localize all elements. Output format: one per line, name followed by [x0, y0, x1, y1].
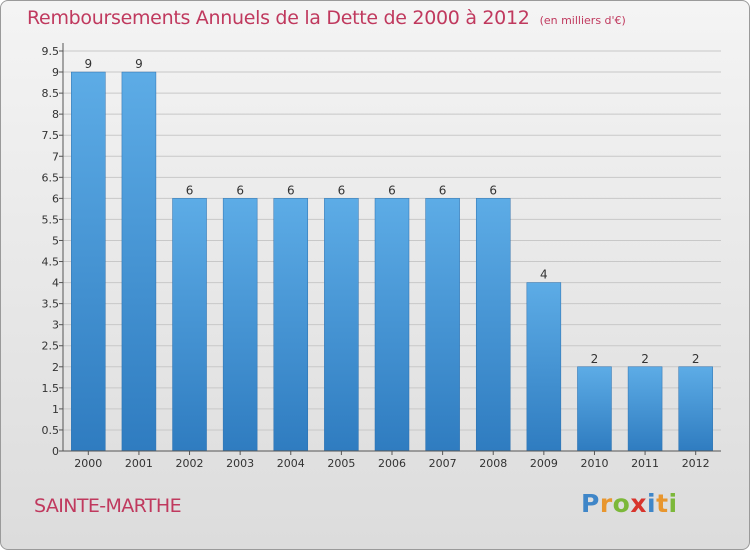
bar: [273, 198, 309, 452]
y-tick-label: 8.5: [42, 87, 60, 100]
y-tick-label: 9.5: [42, 45, 60, 58]
bar: [475, 198, 511, 452]
y-tick-label: 2: [52, 361, 59, 374]
y-tick-label: 9: [52, 66, 59, 79]
x-tick-label: 2000: [74, 457, 102, 470]
bar: [627, 366, 663, 452]
x-tick-label: 2007: [429, 457, 457, 470]
logo-letter: x: [630, 489, 647, 518]
x-tick-label: 2008: [479, 457, 507, 470]
logo-letter: r: [599, 489, 613, 518]
logo-letter: i: [668, 489, 678, 518]
bar-value-label: 9: [84, 57, 92, 71]
logo-letter: t: [656, 489, 669, 518]
x-tick-label: 2005: [327, 457, 355, 470]
bar-value-label: 6: [287, 183, 295, 197]
y-tick-label: 8: [52, 108, 59, 121]
bar: [374, 198, 410, 452]
y-tick-label: 5.5: [42, 213, 60, 226]
y-tick-label: 2.5: [42, 340, 60, 353]
x-tick-label: 2001: [125, 457, 153, 470]
bar-value-label: 6: [388, 183, 396, 197]
proxiti-logo[interactable]: Proxiti: [581, 489, 678, 518]
x-tick-label: 2009: [530, 457, 558, 470]
x-tick-label: 2010: [580, 457, 608, 470]
bar-value-label: 6: [186, 183, 194, 197]
unit-label: (en milliers d'€): [539, 14, 626, 27]
bar: [526, 282, 562, 452]
chart-title: Remboursements Annuels de la Dette de 20…: [27, 7, 626, 29]
logo-letter: o: [612, 489, 631, 518]
y-tick-label: 7.5: [42, 129, 60, 142]
bar-value-label: 2: [641, 352, 649, 366]
bar: [71, 71, 106, 452]
bar: [172, 198, 207, 452]
bar-value-label: 4: [540, 268, 548, 282]
y-tick-label: 3: [52, 319, 59, 332]
bar: [222, 198, 258, 452]
logo-letter: i: [647, 489, 657, 518]
bar-value-label: 9: [135, 57, 143, 71]
y-tick-label: 0: [52, 445, 59, 458]
y-tick-label: 1.5: [42, 382, 60, 395]
y-tick-label: 7: [52, 150, 59, 163]
bar-value-label: 6: [439, 183, 447, 197]
bar-value-label: 2: [692, 352, 700, 366]
city-name: SAINTE-MARTHE: [34, 495, 182, 517]
y-tick-label: 1: [52, 403, 59, 416]
bar-value-label: 6: [338, 183, 346, 197]
x-tick-label: 2002: [176, 457, 204, 470]
x-tick-label: 2012: [682, 457, 710, 470]
x-tick-label: 2011: [631, 457, 659, 470]
y-tick-label: 6.5: [42, 171, 60, 184]
y-tick-label: 3.5: [42, 298, 60, 311]
x-tick-label: 2006: [378, 457, 406, 470]
bar: [425, 198, 460, 452]
logo-letter: P: [581, 489, 600, 518]
y-tick-label: 6: [52, 192, 59, 205]
bar-value-label: 6: [489, 183, 497, 197]
bar: [324, 198, 359, 452]
bar: [121, 71, 157, 452]
bar: [678, 366, 713, 452]
x-tick-label: 2004: [277, 457, 305, 470]
y-tick-label: 5: [52, 234, 59, 247]
y-tick-label: 0.5: [42, 424, 60, 437]
bar-value-label: 2: [591, 352, 599, 366]
bar: [577, 366, 612, 452]
title-text: Remboursements Annuels de la Dette de 20…: [27, 7, 530, 29]
y-tick-label: 4.5: [42, 256, 60, 269]
y-tick-label: 4: [52, 277, 59, 290]
x-tick-label: 2003: [226, 457, 254, 470]
bar-value-label: 6: [236, 183, 244, 197]
